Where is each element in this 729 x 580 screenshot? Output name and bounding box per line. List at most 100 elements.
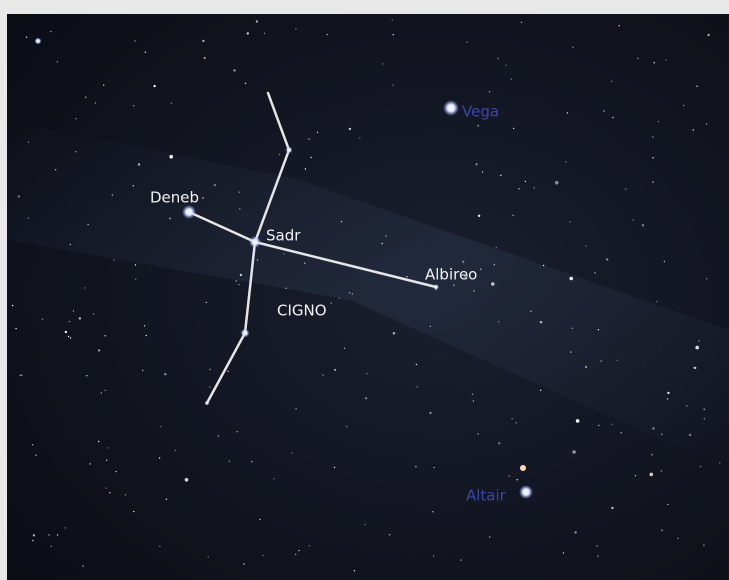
background-star — [164, 373, 166, 375]
background-star — [233, 69, 235, 71]
background-star — [251, 461, 252, 462]
background-star — [68, 336, 69, 337]
background-star — [65, 527, 66, 528]
background-star — [98, 349, 100, 351]
background-star — [262, 555, 263, 556]
background-star — [159, 457, 160, 458]
background-star — [243, 563, 244, 564]
background-star — [285, 288, 286, 289]
background-star — [462, 261, 464, 263]
background-star — [598, 425, 599, 426]
background-star — [686, 405, 687, 406]
background-star — [101, 392, 102, 393]
background-star — [57, 534, 58, 535]
background-star — [239, 192, 240, 193]
background-star — [521, 22, 522, 23]
background-star — [142, 370, 143, 371]
background-star — [247, 32, 249, 34]
background-star — [106, 460, 107, 461]
background-star — [637, 58, 638, 59]
background-star — [572, 47, 573, 48]
background-star — [392, 19, 393, 20]
background-star — [432, 511, 433, 512]
background-star — [416, 386, 417, 387]
background-star — [305, 168, 306, 169]
background-star — [295, 554, 296, 555]
background-star — [295, 28, 296, 29]
background-star — [482, 171, 483, 172]
background-star — [570, 351, 571, 352]
background-star — [689, 434, 691, 436]
background-star — [694, 367, 696, 369]
background-star — [304, 263, 305, 264]
background-star — [475, 163, 477, 165]
background-star — [632, 219, 633, 220]
background-star — [346, 426, 347, 427]
star-label: Albireo — [425, 266, 477, 284]
background-star — [239, 208, 240, 209]
background-star — [661, 470, 662, 471]
background-star — [572, 328, 573, 329]
background-star — [322, 374, 323, 375]
background-star — [642, 224, 644, 226]
background-star — [460, 559, 461, 560]
background-star — [513, 128, 514, 129]
background-star — [55, 169, 56, 170]
background-star — [50, 31, 51, 32]
background-star — [704, 418, 705, 419]
background-star — [429, 412, 431, 414]
background-star — [133, 105, 134, 106]
background-star — [382, 243, 383, 244]
background-star — [654, 62, 655, 63]
background-star — [512, 215, 513, 216]
star-label: Altair — [466, 487, 507, 505]
background-star — [598, 329, 599, 330]
background-star — [218, 435, 219, 436]
background-star — [606, 258, 608, 260]
background-star — [364, 524, 365, 525]
background-star — [480, 269, 481, 270]
background-star — [259, 519, 260, 520]
background-star — [695, 346, 699, 350]
background-star — [21, 375, 22, 376]
background-star — [574, 531, 576, 533]
background-star — [494, 264, 495, 265]
background-star — [466, 42, 467, 43]
background-star — [229, 461, 230, 462]
background-star — [166, 499, 167, 500]
background-star — [236, 280, 237, 281]
background-star — [279, 154, 280, 155]
background-star — [621, 432, 622, 433]
background-star — [105, 390, 106, 391]
background-star — [511, 79, 512, 80]
background-star — [565, 161, 566, 162]
background-star — [87, 224, 88, 225]
background-star — [146, 335, 147, 336]
background-star — [415, 466, 416, 467]
background-star — [209, 369, 210, 370]
background-star — [237, 431, 238, 432]
background-star — [433, 555, 434, 556]
background-star — [42, 319, 43, 320]
background-star — [473, 290, 474, 291]
star — [249, 236, 261, 248]
background-star — [534, 187, 535, 188]
background-star — [317, 132, 318, 133]
background-star — [32, 540, 33, 541]
star — [35, 38, 42, 45]
background-star — [585, 245, 586, 246]
background-star — [389, 534, 390, 535]
background-star — [206, 302, 207, 303]
background-star — [204, 57, 206, 59]
background-star — [70, 244, 71, 245]
background-star — [202, 40, 204, 42]
background-star — [82, 566, 83, 567]
star — [443, 100, 459, 116]
background-star — [125, 494, 126, 495]
background-star — [576, 419, 580, 423]
background-star — [105, 487, 106, 488]
background-star — [664, 261, 665, 262]
background-star — [57, 61, 58, 62]
background-star — [509, 476, 510, 477]
star — [520, 465, 526, 471]
